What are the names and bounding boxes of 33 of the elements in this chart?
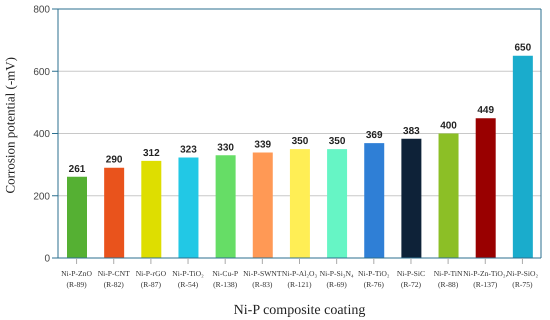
bar — [67, 176, 87, 258]
data-label: 369 — [366, 130, 384, 142]
data-label: 323 — [180, 144, 198, 156]
bar — [141, 160, 162, 258]
data-label: 312 — [142, 148, 160, 159]
bar — [104, 168, 124, 258]
data-label: 339 — [254, 139, 272, 150]
data-label: 330 — [217, 142, 234, 154]
y-axis-title: Corrosion potential (-mV) — [2, 57, 18, 194]
bar — [364, 143, 384, 258]
data-label: 383 — [403, 126, 420, 137]
bar — [216, 155, 236, 258]
y-tick-label: 0 — [44, 254, 50, 265]
data-label: 350 — [292, 136, 309, 148]
data-label: 290 — [106, 154, 123, 166]
y-tick-label: 400 — [33, 129, 50, 140]
bar — [401, 138, 422, 258]
y-tick-label: 600 — [33, 66, 50, 78]
data-label: 350 — [328, 136, 346, 148]
bar — [327, 149, 348, 258]
bar — [438, 134, 459, 258]
data-label: 449 — [477, 105, 494, 116]
data-label: 650 — [514, 42, 532, 54]
x-axis-title: Ni-P composite coating — [234, 303, 366, 318]
bar — [290, 149, 310, 258]
bar — [178, 157, 198, 258]
y-tick-label: 800 — [33, 4, 50, 16]
bar — [512, 56, 533, 258]
data-label: 400 — [440, 120, 458, 132]
data-label: 261 — [68, 164, 86, 175]
bar — [252, 152, 273, 258]
bar — [476, 118, 496, 258]
y-tick-label: 200 — [33, 191, 50, 202]
